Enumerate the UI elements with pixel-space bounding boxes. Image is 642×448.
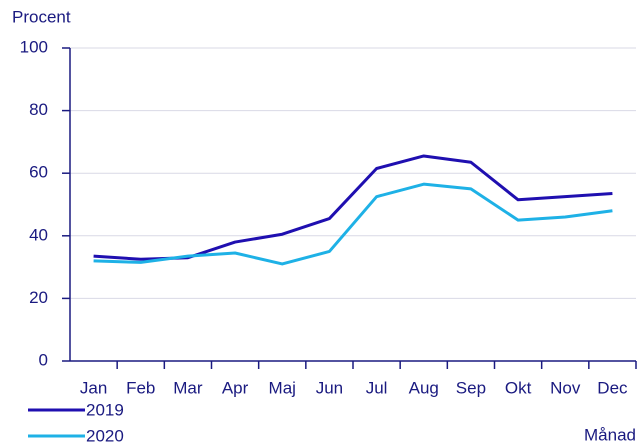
series-line: [93, 182, 613, 266]
x-tick-label: Apr: [222, 378, 249, 397]
x-tick-label: Dec: [597, 378, 628, 397]
x-tick-label: Sep: [456, 378, 486, 397]
legend-label: 2019: [86, 400, 124, 419]
y-axis-label: Procent: [12, 7, 71, 26]
series-line: [93, 154, 613, 261]
legend-label: 2020: [86, 426, 124, 445]
x-tick-label: Jul: [366, 378, 388, 397]
y-tick-label: 20: [29, 288, 48, 307]
x-tick-label: Jan: [80, 378, 107, 397]
y-tick-label: 80: [29, 100, 48, 119]
y-tick-label: 60: [29, 163, 48, 182]
x-tick-label: Mar: [173, 378, 203, 397]
y-tick-label: 100: [20, 37, 48, 56]
y-tick-label: 40: [29, 225, 48, 244]
x-tick-label: Maj: [269, 378, 296, 397]
y-tick-label: 0: [39, 350, 48, 369]
x-tick-label: Nov: [550, 378, 581, 397]
x-tick-label: Feb: [126, 378, 155, 397]
x-tick-label: Jun: [316, 378, 343, 397]
x-axis-label: Månad: [584, 425, 636, 444]
x-tick-label: Aug: [409, 378, 439, 397]
x-tick-label: Okt: [505, 378, 532, 397]
